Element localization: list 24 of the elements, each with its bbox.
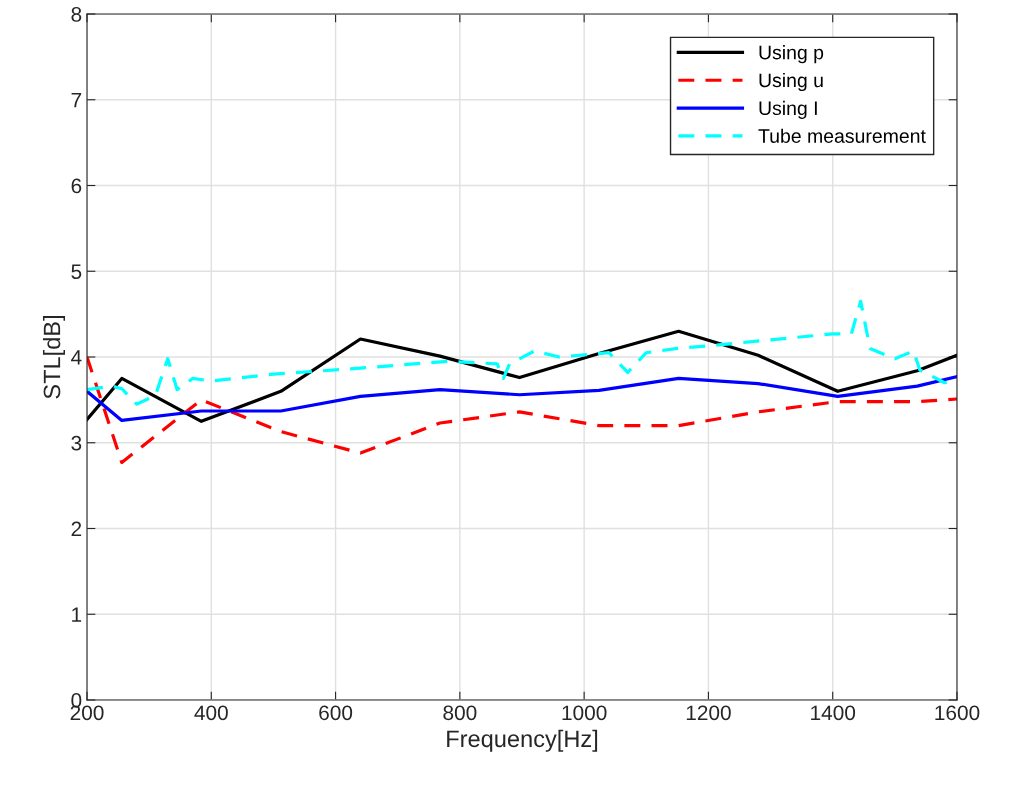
y-tick-label: 6 (71, 178, 82, 194)
x-tick-label: 400 (194, 705, 228, 721)
y-tick-label: 5 (71, 264, 82, 279)
y-tick-label: 2 (71, 521, 82, 537)
y-axis-title: STL[dB] (42, 316, 65, 399)
line-series (87, 355, 957, 465)
legend-label: Using p (759, 45, 824, 64)
x-tick-label: 1000 (562, 705, 607, 721)
x-tick-label: 1600 (935, 705, 980, 721)
y-tick-label: 3 (71, 435, 82, 451)
legend-label: Using I (759, 100, 817, 119)
x-tick-label: 1200 (686, 705, 731, 721)
x-axis-title: Frequency[Hz] (447, 729, 598, 752)
y-tick-label: 8 (71, 7, 82, 22)
x-tick-label: 600 (319, 705, 353, 721)
y-tick-label: 1 (72, 607, 82, 622)
legend-label: Tube measurement (758, 128, 926, 143)
x-tick-label: 800 (443, 705, 477, 721)
line-series (87, 329, 957, 423)
y-tick-label: 4 (71, 350, 82, 365)
y-tick-label: 7 (71, 92, 82, 108)
line-series (87, 375, 957, 423)
x-tick-label: 1400 (811, 705, 856, 721)
legend-label: Using u (759, 72, 823, 92)
